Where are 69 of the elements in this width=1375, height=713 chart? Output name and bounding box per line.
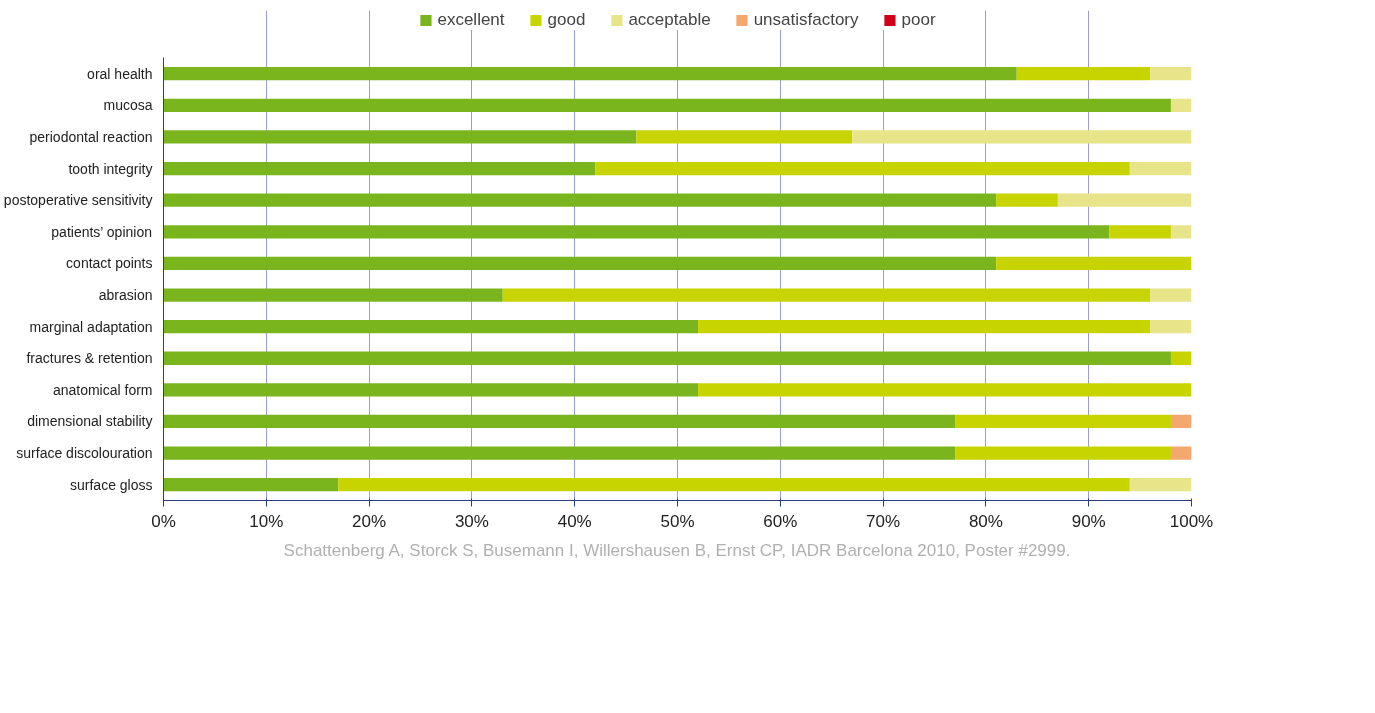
y-tick-label: anatomical form [52, 381, 153, 398]
bar [163, 319, 699, 334]
bar [338, 478, 1130, 492]
x-tick-label: 50% [660, 511, 695, 531]
x-tick-label: 80% [968, 511, 1003, 531]
bar [595, 161, 1130, 176]
bar [1170, 225, 1192, 239]
bar [163, 414, 956, 429]
y-tick-label: surface discolouration [16, 445, 153, 462]
y-tick-label: periodontal reaction [29, 128, 153, 145]
bar [996, 256, 1192, 271]
y-tick-label: dimensional stability [27, 413, 153, 430]
bar [163, 130, 637, 144]
bar [502, 288, 1151, 302]
bar [163, 383, 699, 397]
legend-label: acceptable [628, 10, 711, 30]
bar [636, 130, 853, 144]
bar [1150, 319, 1192, 334]
x-tick-label: 70% [866, 511, 901, 531]
y-tick-label: postoperative sensitivity [3, 192, 153, 209]
bar [163, 225, 1110, 239]
y-tick-label: fractures & retention [26, 350, 153, 367]
bar [163, 161, 596, 176]
bar [1150, 288, 1192, 302]
bar [163, 446, 956, 460]
x-tick-label: 40% [557, 511, 592, 531]
y-tick-label: tooth integrity [68, 160, 153, 177]
bar [163, 256, 997, 271]
x-tick-label: 60% [763, 511, 798, 531]
x-tick-label: 10% [249, 511, 284, 531]
legend-label: excellent [437, 10, 505, 30]
bar [1170, 446, 1192, 460]
bar [1109, 225, 1171, 239]
x-tick-label: 30% [454, 511, 489, 531]
bar [955, 414, 1171, 429]
bar [698, 319, 1151, 334]
bar [852, 130, 1192, 144]
bar [163, 193, 997, 207]
bar [1170, 98, 1192, 112]
x-tick-label: 20% [352, 511, 387, 531]
bar [1129, 161, 1192, 176]
y-tick-label: marginal adaptation [29, 318, 153, 335]
bar [1016, 67, 1151, 81]
y-tick-label: abrasion [98, 287, 153, 304]
bar [163, 351, 1171, 365]
bar [1057, 193, 1192, 207]
legend-label: poor [901, 10, 936, 30]
bar [163, 67, 1017, 81]
legend-label: good [547, 10, 586, 30]
y-tick-label: mucosa [103, 97, 153, 114]
y-tick-label: surface gloss [70, 476, 153, 493]
y-tick-label: patients’ opinion [51, 223, 152, 240]
x-tick-label: 100% [1169, 511, 1214, 531]
bar [1150, 67, 1192, 81]
x-tick-label: 90% [1071, 511, 1106, 531]
bar [698, 383, 1192, 397]
legend-label: unsatisfactory [753, 10, 859, 30]
bar [163, 98, 1171, 112]
text: Schattenberg A, Storck S, Busemann I, Willershausen B, Ernst CP, IADR Barcelona 2010, Poster #2999. [283, 540, 1071, 560]
bar [1170, 414, 1192, 429]
bar [955, 446, 1171, 460]
bar [1170, 351, 1192, 365]
bar [996, 193, 1058, 207]
x-tick-label: 0% [151, 511, 176, 531]
y-tick-label: oral health [87, 65, 153, 82]
bar [1129, 478, 1192, 492]
y-tick-label: contact points [66, 255, 153, 272]
bar [163, 288, 503, 302]
bar [163, 478, 339, 492]
